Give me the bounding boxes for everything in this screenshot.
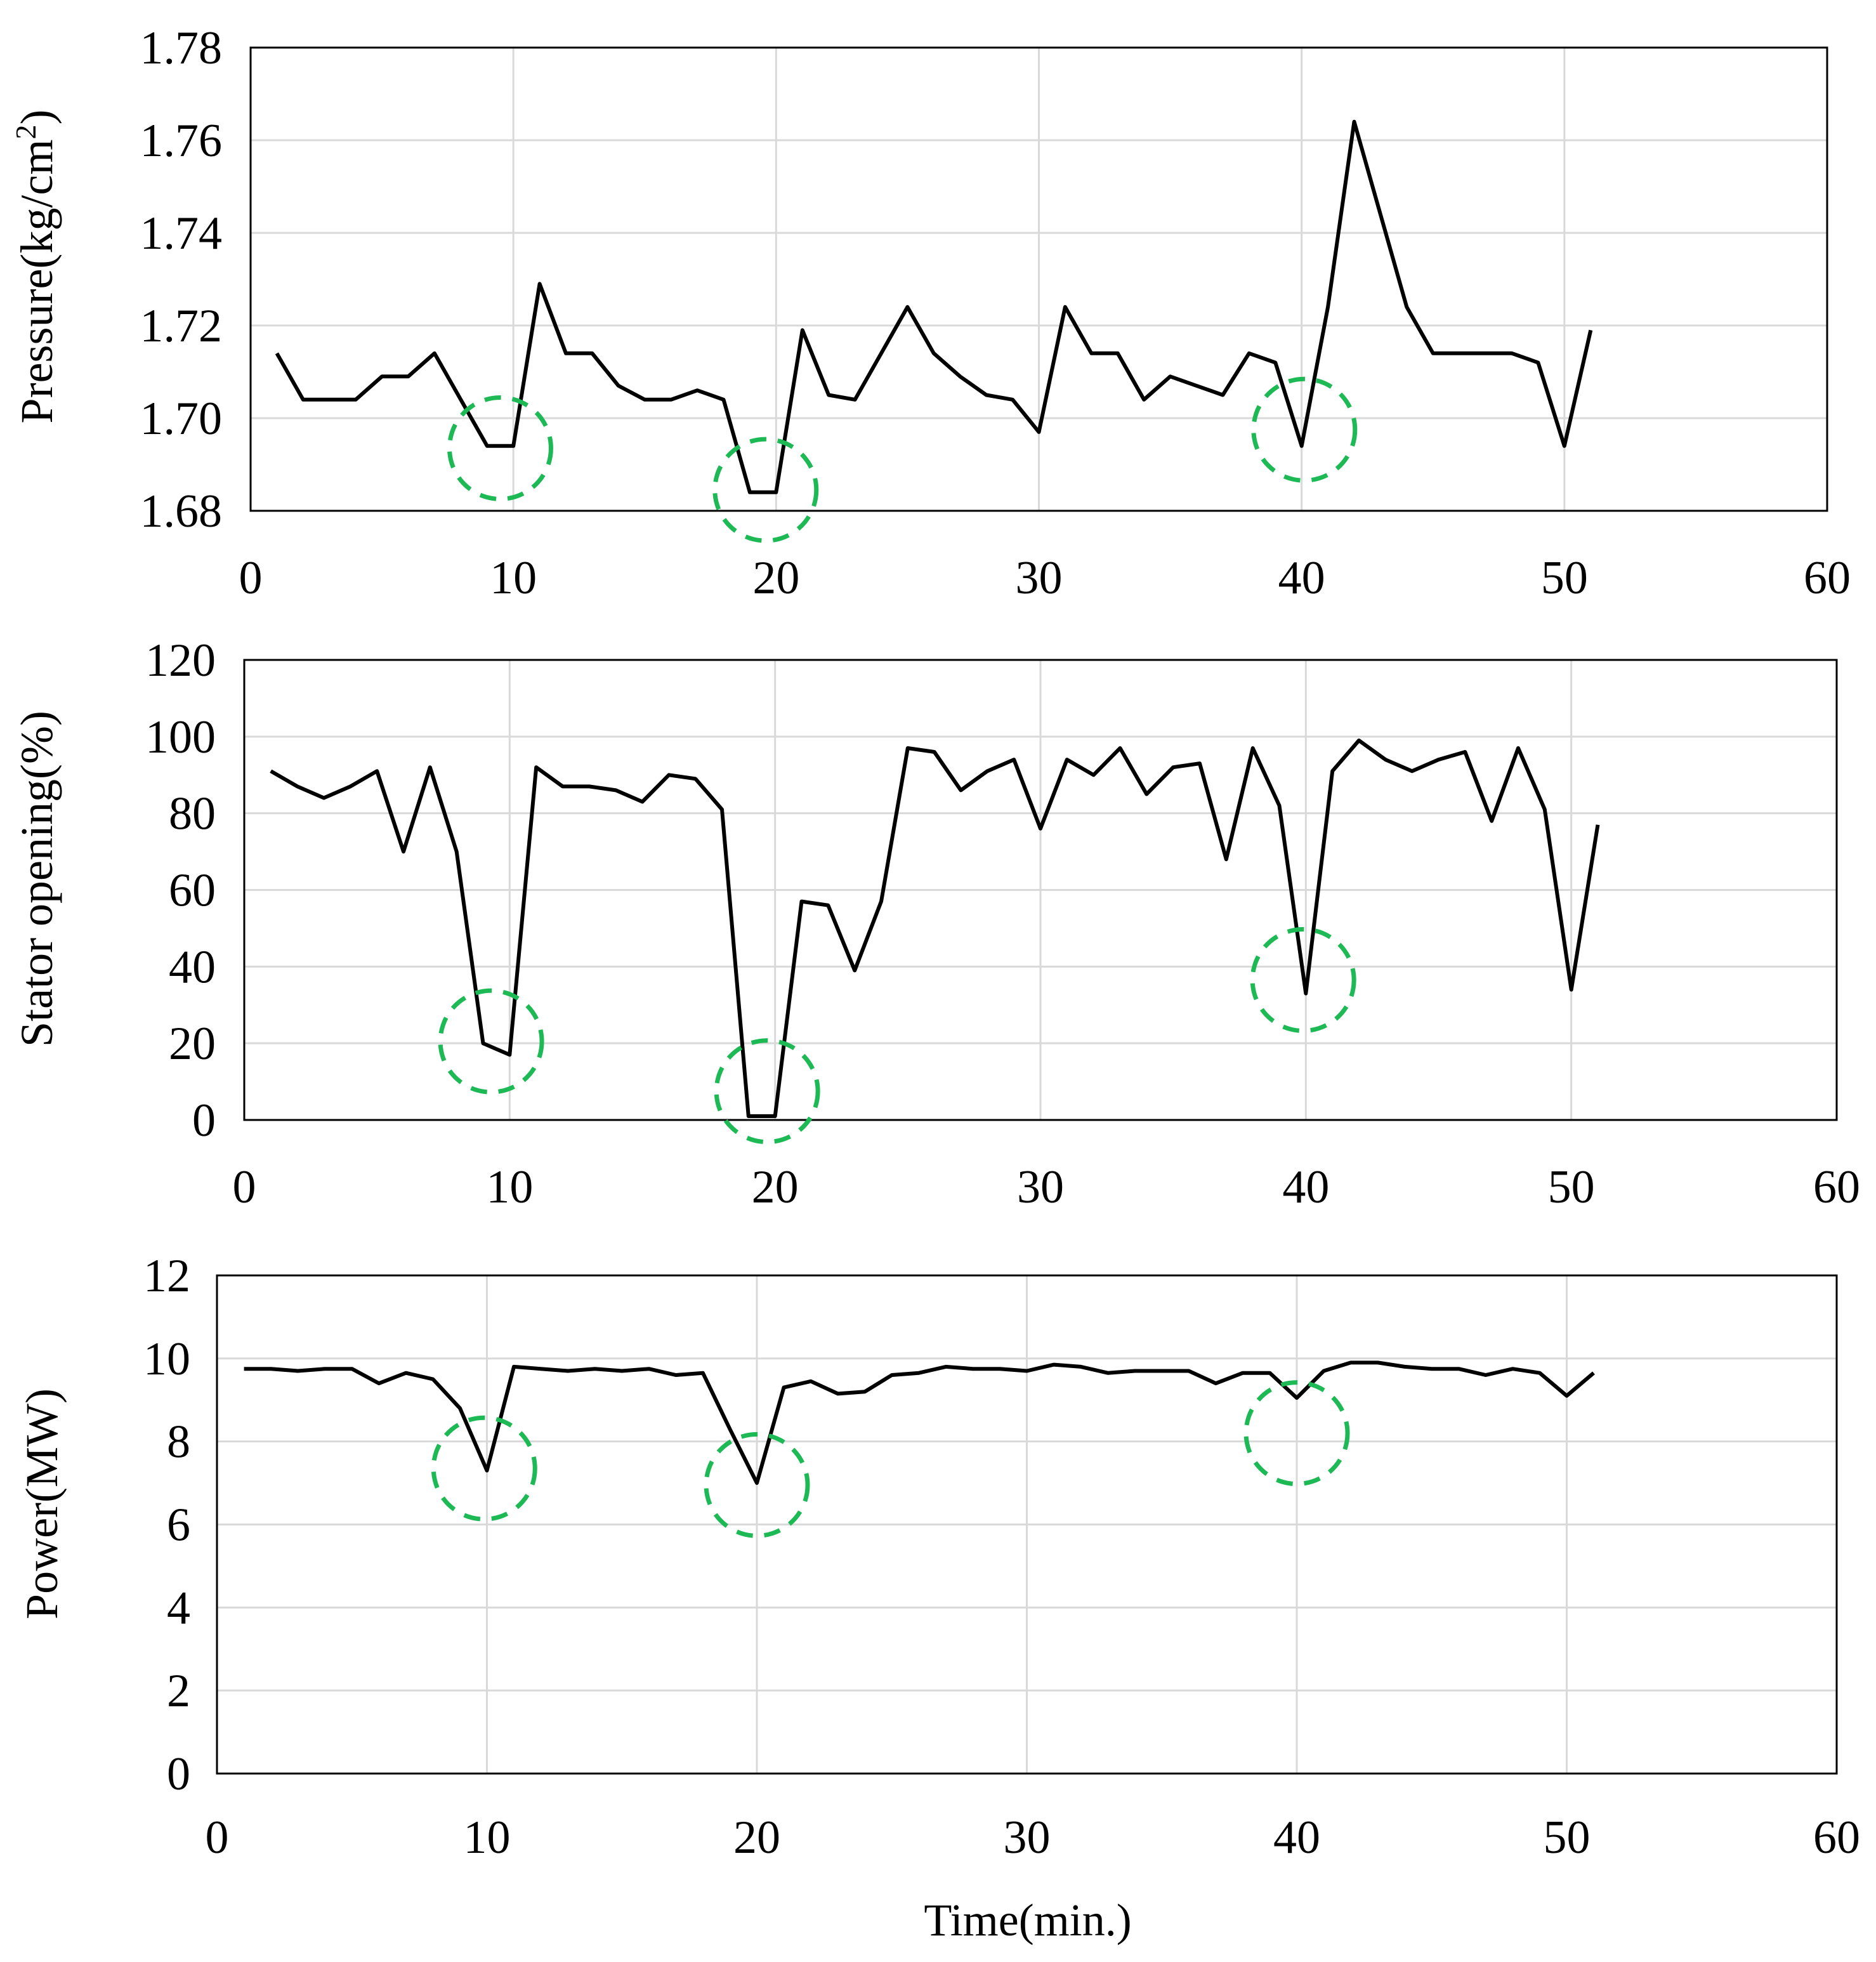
power-line	[244, 1360, 1595, 1485]
power-highlight-circle	[431, 1415, 537, 1522]
stator-y-tick-label: 120	[145, 635, 216, 687]
pressure-x-tick-label: 40	[1278, 552, 1325, 604]
pressure-x-tick-labels: 0 10 20 30 40 50 60	[239, 552, 1851, 604]
pressure-y-axis-label: Pressure(kg/cm2)	[10, 110, 62, 424]
stator-highlight-circle	[1250, 926, 1356, 1033]
pressure-annotations	[447, 376, 1358, 543]
power-x-axis-label: Time(min.)	[924, 1895, 1131, 1946]
power-grid	[217, 1275, 1837, 1774]
pressure-grid	[251, 48, 1827, 511]
power-chart-panel: 0 2 4 6 8 10 12 0 10 20 30 40 50 60 Power(MW) Time(m…	[16, 1250, 1860, 1946]
stator-y-tick-label: 20	[169, 1018, 216, 1070]
stator-y-tick-label: 100	[145, 711, 216, 763]
power-y-tick-label: 6	[167, 1499, 190, 1551]
power-y-tick-label: 8	[167, 1416, 190, 1468]
power-x-tick-label: 10	[464, 1812, 511, 1864]
power-x-tick-label: 30	[1004, 1812, 1051, 1864]
stator-annotations	[438, 926, 1356, 1145]
pressure-y-tick-label: 1.78	[140, 22, 223, 74]
stator-y-tick-label: 0	[192, 1095, 216, 1147]
power-y-tick-label: 12	[143, 1250, 190, 1302]
stator-x-tick-label: 0	[233, 1161, 256, 1213]
pressure-x-tick-label: 10	[490, 552, 537, 604]
pressure-highlight-circle	[447, 395, 553, 501]
stator-opening-line	[270, 738, 1600, 1118]
power-x-tick-label: 50	[1544, 1812, 1591, 1864]
stator-y-axis-label: Stator opening(%)	[11, 711, 62, 1047]
stator-x-tick-labels: 0 10 20 30 40 50 60	[233, 1161, 1861, 1213]
pressure-x-tick-label: 30	[1016, 552, 1063, 604]
pressure-x-tick-label: 20	[752, 552, 799, 604]
pressure-highlight-circle	[712, 437, 819, 543]
pressure-y-tick-label: 1.68	[140, 485, 223, 537]
pressure-x-tick-label: 60	[1804, 552, 1851, 604]
power-plot-frame	[216, 1274, 1838, 1775]
power-highlight-circle	[1243, 1380, 1350, 1487]
power-x-tick-labels: 0 10 20 30 40 50 60	[206, 1812, 1861, 1864]
stator-x-tick-label: 60	[1813, 1161, 1860, 1213]
stator-grid	[244, 660, 1837, 1120]
stator-opening-chart-panel: 0 20 40 60 80 100 120 0 10 20 30 40 50 60 Stator ope…	[11, 635, 1860, 1213]
stator-x-tick-label: 30	[1017, 1161, 1064, 1213]
pressure-y-axis-label-main: Pressure(kg/cm	[11, 140, 62, 424]
pressure-plot-frame	[249, 46, 1828, 512]
power-x-tick-label: 20	[733, 1812, 780, 1864]
power-y-tick-label: 2	[167, 1665, 190, 1717]
pressure-x-tick-label: 50	[1541, 552, 1588, 604]
stator-y-tick-label: 40	[169, 941, 216, 993]
power-y-tick-labels: 0 2 4 6 8 10 12	[143, 1250, 190, 1800]
stator-x-tick-label: 40	[1282, 1161, 1329, 1213]
power-x-tick-label: 40	[1273, 1812, 1320, 1864]
stator-x-tick-label: 50	[1548, 1161, 1595, 1213]
pressure-y-tick-labels: 1.68 1.70 1.72 1.74 1.76 1.78	[140, 22, 223, 537]
pressure-y-axis-label-sup: 2	[10, 125, 42, 140]
pressure-y-axis-label-end: )	[11, 110, 62, 125]
pressure-y-tick-label: 1.76	[140, 115, 223, 167]
stator-highlight-circle	[438, 988, 544, 1095]
pressure-y-tick-label: 1.70	[140, 393, 223, 445]
pressure-y-tick-label: 1.74	[140, 207, 223, 260]
stator-x-tick-label: 20	[752, 1161, 799, 1213]
pressure-highlight-circle	[1251, 376, 1358, 483]
power-y-tick-label: 0	[167, 1748, 190, 1800]
stator-x-tick-label: 10	[486, 1161, 533, 1213]
power-y-tick-label: 10	[143, 1333, 190, 1385]
power-annotations	[431, 1380, 1350, 1538]
pressure-x-tick-label: 0	[239, 552, 263, 604]
stator-y-tick-label: 80	[169, 788, 216, 840]
stator-y-tick-label: 60	[169, 865, 216, 917]
power-y-axis-label: Power(MW)	[16, 1388, 67, 1619]
stator-y-tick-labels: 0 20 40 60 80 100 120	[145, 635, 216, 1147]
power-y-tick-label: 4	[167, 1582, 190, 1634]
power-x-tick-label: 60	[1813, 1812, 1860, 1864]
pressure-chart-panel: 1.68 1.70 1.72 1.74 1.76 1.78 0 10 20 30 40 50 60 P…	[10, 22, 1851, 604]
power-highlight-circle	[704, 1432, 810, 1538]
power-x-tick-label: 0	[206, 1812, 229, 1864]
stator-plot-frame	[243, 659, 1838, 1121]
pressure-line	[275, 119, 1593, 494]
stator-highlight-circle	[714, 1038, 820, 1145]
pressure-y-tick-label: 1.72	[140, 300, 223, 352]
